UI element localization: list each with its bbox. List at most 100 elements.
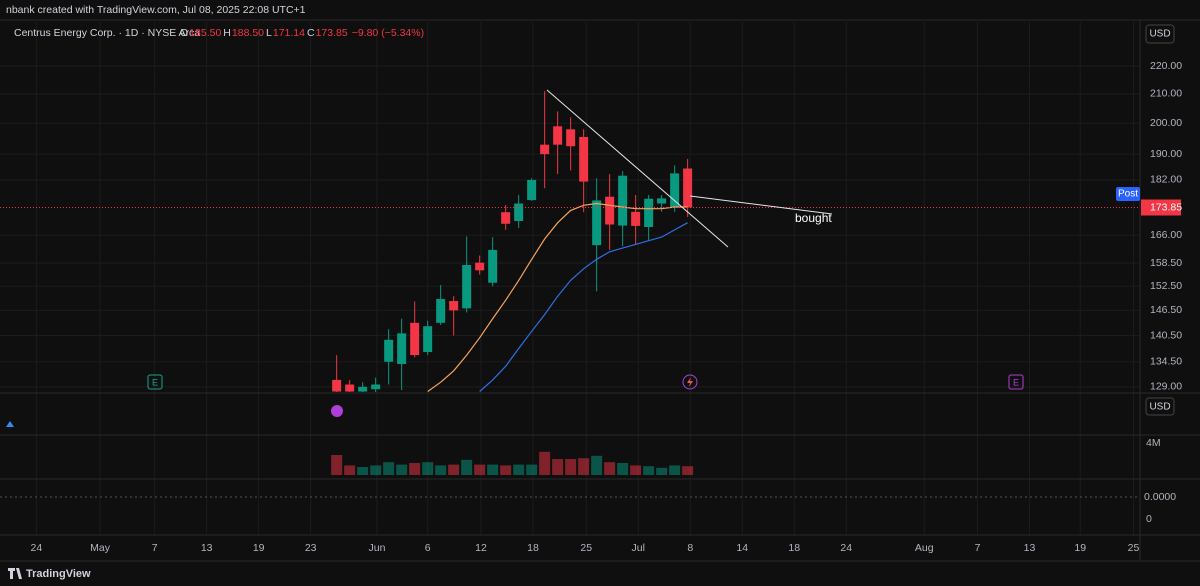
earnings-marker-label[interactable]: E [1013,377,1019,387]
x-tick-label: 13 [201,542,213,554]
candle-body [553,126,563,145]
y-tick-label: 182.00 [1150,174,1182,186]
candle-body [618,175,628,226]
footer: TradingView [26,568,91,580]
y-tick-label: 158.50 [1150,257,1182,269]
x-tick-label: 14 [736,542,748,554]
ohlc-value: 188.50 [232,27,264,39]
last-price-badge [1141,199,1181,216]
moving-average [427,202,688,392]
candle-body [462,264,472,309]
x-tick-label: May [90,542,111,554]
candle-body [670,173,680,208]
candle-body [657,198,667,204]
volume-bar [513,464,525,475]
pane-marker [6,421,14,427]
currency-button[interactable] [1145,24,1175,44]
candle-body [475,262,485,271]
volume-bar [370,465,382,475]
x-tick-label: 12 [475,542,487,554]
footer-logo [8,568,22,579]
y-tick-label: 220.00 [1150,60,1182,72]
dividend-marker[interactable] [682,374,698,390]
candle-body [358,386,368,392]
pane-currency[interactable]: USD [1149,402,1170,413]
candle-body [540,144,550,155]
candle-body [592,200,602,246]
x-tick-label: 23 [305,542,317,554]
candle-body [345,384,355,392]
volume-bar [448,464,460,475]
x-tick-label: 13 [1024,542,1036,554]
y-tick-label: 152.50 [1150,280,1182,292]
indicator-label: 0.0000 [1144,491,1176,503]
moving-average [479,222,688,392]
volume-bar [344,465,356,475]
ohlc-value: 171.14 [273,27,305,39]
volume-bar [409,463,421,475]
candle-body [527,179,537,201]
volume-bar [539,451,551,475]
ohlc-value: 173.85 [316,27,348,39]
event-marker[interactable] [331,405,343,417]
volume-bar [435,465,447,475]
x-tick-label: 19 [1074,542,1086,554]
last-price: 173.85 [1150,201,1182,213]
volume-bar [656,467,668,475]
candle-body [332,379,342,392]
candle-body [397,333,407,364]
volume-tick-label: 4M [1146,437,1161,449]
x-tick-label: Jul [632,542,645,554]
x-tick-label: 7 [975,542,981,554]
x-tick-label: 25 [1128,542,1140,554]
currency-button[interactable] [1145,397,1175,416]
x-tick-label: Aug [915,542,934,554]
volume-bar [604,462,616,475]
candle-body [436,299,446,323]
candle-body [683,168,693,208]
currency[interactable]: USD [1149,29,1170,40]
candle-body [644,198,654,228]
volume-bar [357,467,369,475]
x-tick-label: 7 [152,542,158,554]
y-tick-label: 166.00 [1150,229,1182,241]
x-tick-label: 19 [253,542,265,554]
volume-bar [617,463,629,475]
trendline [546,89,729,248]
earnings-marker[interactable] [147,374,163,390]
y-tick-label: 129.00 [1150,381,1182,393]
ohlc-legend: O 185.50 H 188.50 L 171.14 C 173.85 −9.80 (−5.34… [180,27,424,39]
ohlc-key: H [223,27,231,39]
indicator-label: 0 [1146,513,1152,525]
volume-pane [331,451,694,475]
candle-body [579,136,589,182]
candle-body [566,129,576,147]
earnings-marker[interactable] [1008,374,1024,390]
volume-bar [526,464,538,475]
earnings-marker-label[interactable]: E [152,377,158,387]
x-tick-label: 25 [580,542,592,554]
ohlc-change: −9.80 (−5.34%) [352,27,424,39]
volume-bar [422,462,434,475]
volume-bar [383,462,395,475]
y-tick-label: 200.00 [1150,117,1182,129]
volume-bar [643,466,655,475]
candle-body [631,211,641,226]
grid [0,22,1140,535]
volume-bar [474,464,486,475]
candle-body [605,196,615,225]
post-badge [1116,187,1140,201]
y-tick-label: 146.50 [1150,304,1182,316]
volume-bar [461,459,473,475]
y-tick-label: 140.50 [1150,329,1182,341]
ohlc-value: 185.50 [189,27,221,39]
volume-bar [591,455,603,475]
symbol: Centrus Energy Corp. · 1D · NYSE Arca [14,27,200,39]
volume-bar [682,466,694,475]
volume-bar [669,465,681,475]
candle-body [423,326,433,353]
credit: nbank created with TradingView.com, Jul … [6,4,306,16]
post-label: Post [1118,189,1138,200]
candle-body [514,203,524,221]
